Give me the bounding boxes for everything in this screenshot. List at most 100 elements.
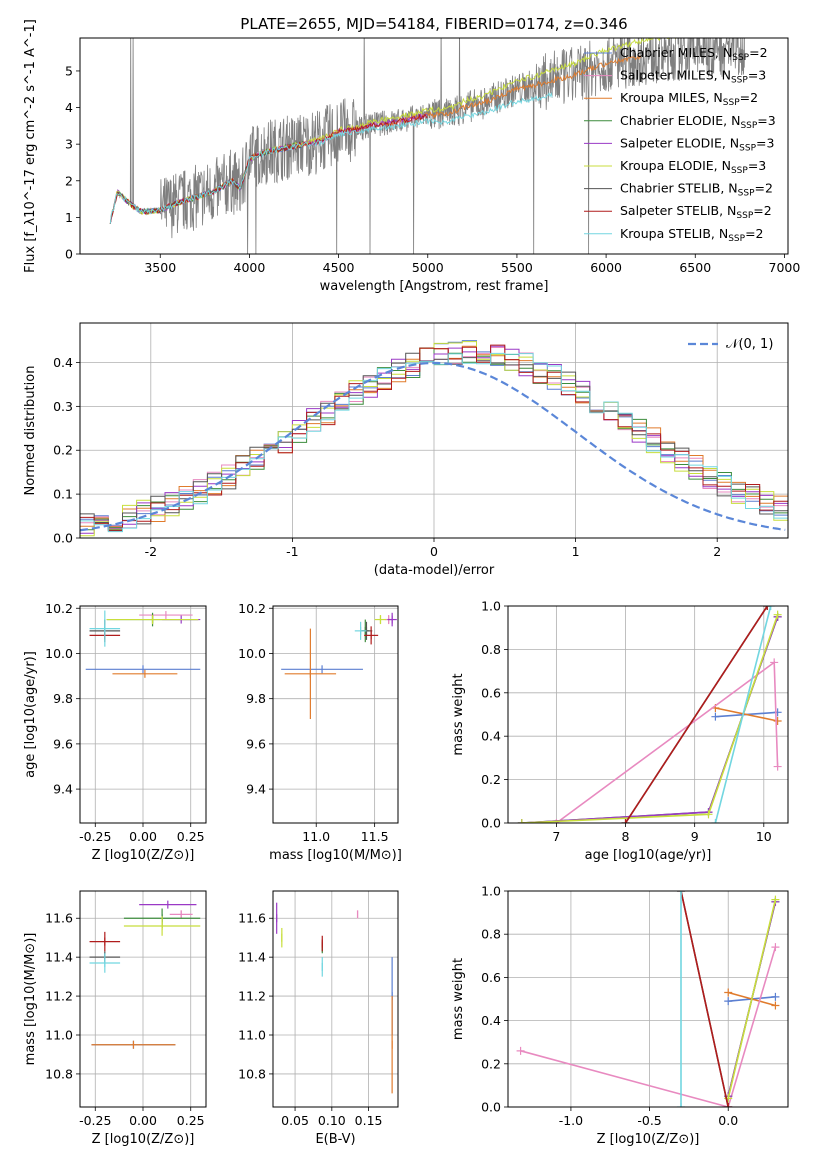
mass-weight-line [555, 660, 779, 823]
legend-label: Salpeter ELODIE, N [620, 135, 739, 150]
y-tick-label: 0.6 [481, 970, 501, 985]
y-tick-label: 0.2 [481, 772, 501, 787]
legend-tail: =3 [748, 68, 766, 83]
x-tick-label: 8 [622, 829, 630, 844]
legend-subscript: SSP [738, 189, 755, 199]
legend-tail: =2 [745, 226, 763, 241]
y-axis-label: Normed distribution [23, 366, 38, 496]
age-vs-metallicity-panel: -0.25 0.00 0.25 9.4 9.6 9.8 10.0 10.2 Z [log10(Z… [23, 601, 207, 863]
x-tick-label: -1.0 [559, 1113, 583, 1128]
mass-weight-marker [724, 997, 733, 1006]
legend-entry: Chabrier MILES, NSSP=2 [620, 45, 768, 63]
legend-entry: Chabrier STELIB, NSSP=2 [620, 181, 773, 199]
y-tick-label: 10.2 [45, 601, 73, 616]
x-tick-label: 6500 [679, 260, 711, 275]
x-tick-label: 0.15 [355, 1113, 383, 1128]
y-tick-label: 9.4 [53, 782, 73, 797]
legend-subscript: SSP [723, 98, 740, 108]
y-axis-label: Flux [f_λ10^-17 erg cm^-2 s^-1 A^-1] [23, 19, 38, 273]
legend-subscript: SSP [739, 143, 756, 153]
x-tick-label: 0.00 [129, 1113, 157, 1128]
mass-weight-marker [766, 606, 775, 610]
plot-frame [79, 890, 207, 1108]
y-tick-label: 0.3 [53, 399, 73, 414]
y-tick-label: 1.0 [481, 884, 501, 899]
mass-weight-marker [724, 1103, 733, 1107]
y-axis-label: mass [log10(M/M⊙)] [23, 933, 38, 1066]
plot-area [281, 612, 397, 720]
legend-label: Chabrier ELODIE, N [620, 113, 740, 128]
x-tick-label: 0.10 [318, 1113, 346, 1128]
legend-label: Chabrier MILES, N [620, 45, 732, 60]
y-tick-label: 0.4 [53, 355, 73, 370]
mass-weight-line [727, 899, 777, 1099]
mass-weight-marker [773, 717, 782, 726]
x-tick-label: 4500 [323, 260, 355, 275]
y-tick-label: 1.0 [481, 599, 501, 614]
y-tick-label: 11.0 [238, 1028, 266, 1043]
y-tick-label: 10.0 [45, 646, 73, 661]
plot-area [276, 902, 393, 1094]
mass-weight-marker [770, 658, 779, 667]
y-tick-label: 9.6 [246, 736, 266, 751]
histogram-step [80, 352, 788, 531]
y-axis-label: mass weight [451, 958, 466, 1040]
y-tick-label: 9.6 [53, 736, 73, 751]
y-tick-label: 0.4 [481, 729, 501, 744]
plot-frame [272, 890, 399, 1108]
y-tick-label: 0.4 [481, 1013, 501, 1028]
legend-tail: =3 [757, 113, 775, 128]
x-axis-label: Z [log10(Z/Z⊙)] [92, 848, 195, 863]
plot-frame [79, 605, 207, 824]
legend-subscript: SSP [731, 76, 748, 86]
x-tick-label: 2 [713, 544, 721, 559]
x-tick-label: 0.05 [281, 1113, 309, 1128]
mass-weight-marker [763, 606, 772, 610]
y-tick-label: 9.8 [246, 691, 266, 706]
x-axis-label: mass [log10(M/M⊙)] [269, 848, 402, 863]
legend-entry: Salpeter STELIB, NSSP=2 [620, 203, 772, 221]
legend-tail: =3 [756, 135, 774, 150]
x-tick-label: 9 [691, 829, 699, 844]
histogram-step [80, 341, 788, 537]
mass-weight-marker [771, 1001, 780, 1010]
mass-weight-marker [771, 943, 780, 952]
x-tick-label: -0.25 [79, 1113, 111, 1128]
legend-tail: =2 [753, 203, 771, 218]
y-tick-label: 10.8 [45, 1066, 73, 1081]
legend-label: Kroupa STELIB, N [620, 226, 728, 241]
legend-entry: 𝒩(0, 1) [726, 337, 773, 352]
legend-label: Chabrier STELIB, N [620, 181, 738, 196]
plot-area [80, 340, 788, 537]
y-tick-label: 3 [65, 137, 73, 152]
y-tick-label: 0.1 [53, 487, 73, 502]
mass-weight-marker [677, 891, 686, 895]
legend-entry: Kroupa STELIB, NSSP=2 [620, 226, 764, 244]
y-tick-label: 4 [65, 100, 73, 115]
plot-area [516, 891, 780, 1107]
histogram-step [80, 345, 788, 534]
y-tick-label: 9.8 [53, 691, 73, 706]
plot-area [89, 900, 201, 1049]
y-tick-label: 2 [65, 173, 73, 188]
x-tick-label: 10 [756, 829, 772, 844]
y-tick-label: 0.8 [481, 642, 501, 657]
mass-weight-marker [704, 810, 713, 819]
x-tick-label: -2 [145, 544, 157, 559]
y-axis-label: age [log10(age/yr)] [23, 651, 38, 778]
mass-weight-vs-metallicity-panel: -1.0 -0.5 0.0 0.0 0.2 0.4 0.6 0.8 1.0 Z [log10(Z/… [451, 884, 789, 1147]
legend-tail: =2 [749, 45, 767, 60]
plot-frame [507, 890, 789, 1108]
x-tick-label: 1 [572, 544, 580, 559]
residuals-panel: -2 -1 0 1 2 0.0 0.1 0.2 0.3 0.4 (data-model)/error… [23, 322, 789, 578]
mass-weight-marker [517, 819, 526, 823]
x-tick-label: -0.25 [79, 829, 111, 844]
plot-area [85, 610, 201, 678]
legend-entry: Salpeter ELODIE, NSSP=3 [620, 135, 774, 153]
age-vs-mass-panel: 11.0 11.5 9.4 9.6 9.8 10.0 10.2 mass [log10(M/M… [238, 601, 402, 863]
plot-frame [79, 37, 789, 255]
x-tick-label: 11.5 [361, 829, 389, 844]
x-axis-label: age [log10(age/yr)] [585, 848, 712, 863]
mass-weight-line [520, 946, 777, 1107]
y-tick-label: 11.4 [238, 950, 266, 965]
